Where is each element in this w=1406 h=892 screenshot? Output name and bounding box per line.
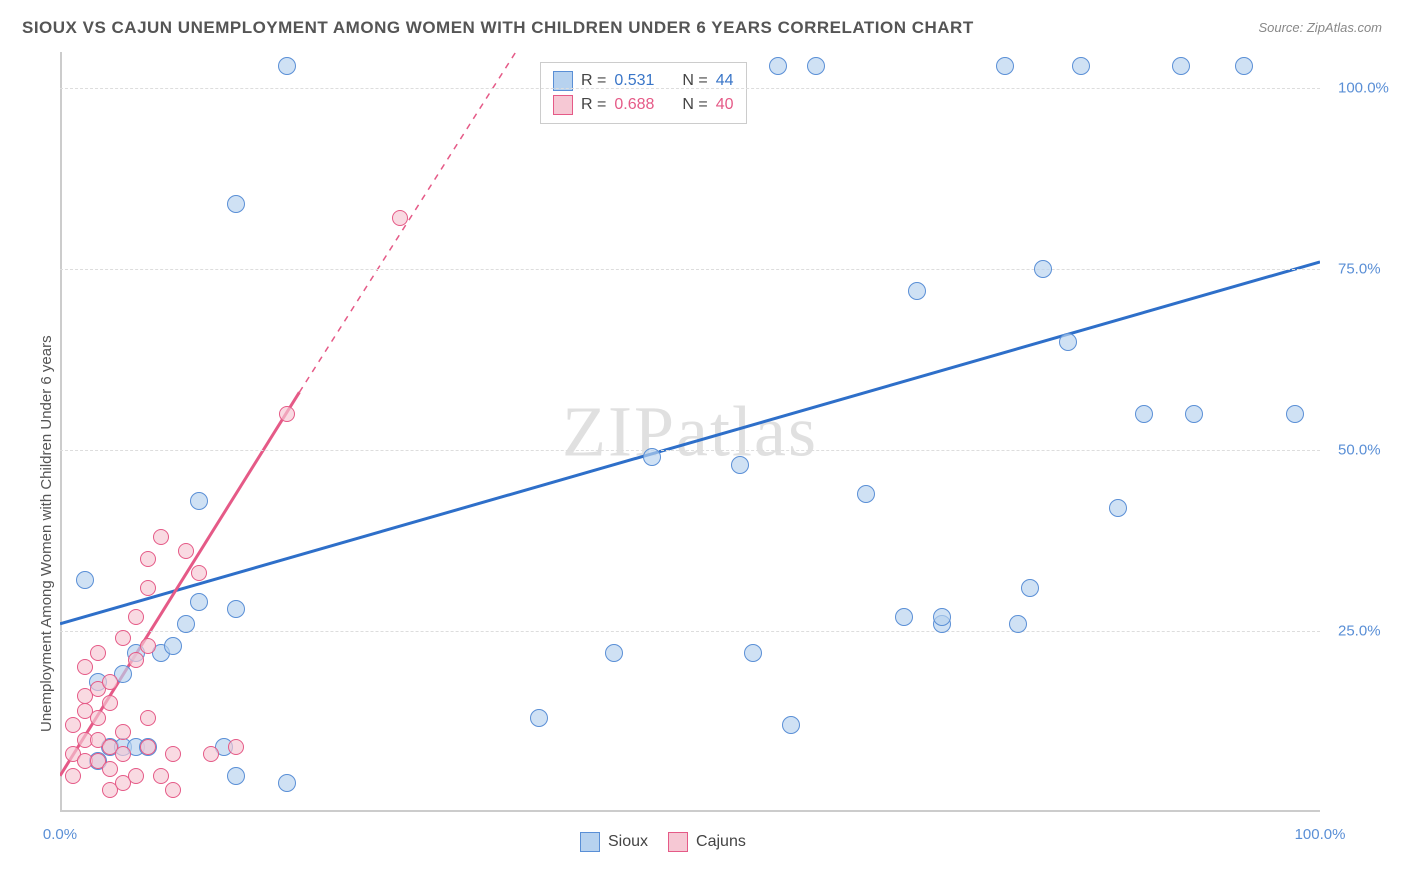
data-point — [77, 659, 93, 675]
legend-correlation: R =0.531N =44 R = 0.688 N = 40 — [540, 62, 747, 124]
data-point — [908, 282, 926, 300]
legend-series-item: Sioux — [580, 832, 648, 852]
data-point — [1021, 579, 1039, 597]
data-point — [153, 768, 169, 784]
data-point — [1172, 57, 1190, 75]
y-tick-label: 75.0% — [1338, 261, 1381, 278]
chart-container: { "title": "SIOUX VS CAJUN UNEMPLOYMENT … — [0, 0, 1406, 892]
gridline — [60, 269, 1320, 270]
source-citation: Source: ZipAtlas.com — [1258, 20, 1382, 35]
data-point — [857, 485, 875, 503]
data-point — [153, 529, 169, 545]
data-point — [933, 608, 951, 626]
legend-swatch-icon — [668, 832, 688, 852]
data-point — [227, 767, 245, 785]
data-point — [1034, 260, 1052, 278]
data-point — [164, 637, 182, 655]
legend-swatch-icon — [580, 832, 600, 852]
data-point — [140, 638, 156, 654]
data-point — [191, 565, 207, 581]
gridline — [60, 631, 1320, 632]
data-point — [605, 644, 623, 662]
data-point — [115, 630, 131, 646]
data-point — [278, 57, 296, 75]
data-point — [165, 782, 181, 798]
data-point — [102, 695, 118, 711]
data-point — [90, 645, 106, 661]
data-point — [1059, 333, 1077, 351]
data-point — [128, 768, 144, 784]
legend-series-item: Cajuns — [668, 832, 746, 852]
data-point — [1009, 615, 1027, 633]
y-tick-label: 100.0% — [1338, 80, 1389, 97]
data-point — [190, 593, 208, 611]
data-point — [1235, 57, 1253, 75]
legend-r-label: R = — [581, 96, 606, 114]
data-point — [177, 615, 195, 633]
legend-n-label: N = — [682, 96, 707, 114]
data-point — [1286, 405, 1304, 423]
legend-swatch-icon — [553, 95, 573, 115]
data-point — [140, 580, 156, 596]
data-point — [115, 746, 131, 762]
data-point — [392, 210, 408, 226]
data-point — [530, 709, 548, 727]
data-point — [227, 600, 245, 618]
data-point — [1135, 405, 1153, 423]
data-point — [102, 761, 118, 777]
data-point — [165, 746, 181, 762]
data-point — [128, 652, 144, 668]
data-point — [278, 774, 296, 792]
legend-series-label: Sioux — [608, 833, 648, 851]
x-tick-label: 100.0% — [1295, 826, 1346, 843]
data-point — [65, 768, 81, 784]
data-point — [227, 195, 245, 213]
data-point — [643, 448, 661, 466]
data-point — [1185, 405, 1203, 423]
y-tick-label: 50.0% — [1338, 442, 1381, 459]
gridline — [60, 450, 1320, 451]
data-point — [128, 609, 144, 625]
data-point — [140, 739, 156, 755]
data-point — [731, 456, 749, 474]
legend-n-value: 40 — [716, 96, 734, 114]
data-point — [178, 543, 194, 559]
data-point — [807, 57, 825, 75]
data-point — [782, 716, 800, 734]
data-point — [744, 644, 762, 662]
legend-stat-row: R = 0.688 N = 40 — [553, 93, 734, 117]
data-point — [65, 717, 81, 733]
y-axis-label: Unemployment Among Women with Children U… — [38, 335, 55, 732]
plot-area — [60, 52, 1320, 812]
data-point — [279, 406, 295, 422]
x-tick-label: 0.0% — [43, 826, 77, 843]
data-point — [140, 710, 156, 726]
data-point — [228, 739, 244, 755]
data-point — [996, 57, 1014, 75]
legend-series: Sioux Cajuns — [580, 832, 746, 852]
data-point — [769, 57, 787, 75]
legend-stat-row: R =0.531N =44 — [553, 69, 734, 93]
gridline — [60, 88, 1320, 89]
data-point — [102, 674, 118, 690]
legend-series-label: Cajuns — [696, 833, 746, 851]
data-point — [76, 571, 94, 589]
data-point — [90, 710, 106, 726]
legend-r-value: 0.688 — [614, 96, 654, 114]
y-tick-label: 25.0% — [1338, 623, 1381, 640]
chart-title: SIOUX VS CAJUN UNEMPLOYMENT AMONG WOMEN … — [22, 18, 974, 38]
data-point — [895, 608, 913, 626]
data-point — [203, 746, 219, 762]
data-point — [140, 551, 156, 567]
data-point — [1072, 57, 1090, 75]
data-point — [190, 492, 208, 510]
data-point — [1109, 499, 1127, 517]
data-point — [115, 724, 131, 740]
